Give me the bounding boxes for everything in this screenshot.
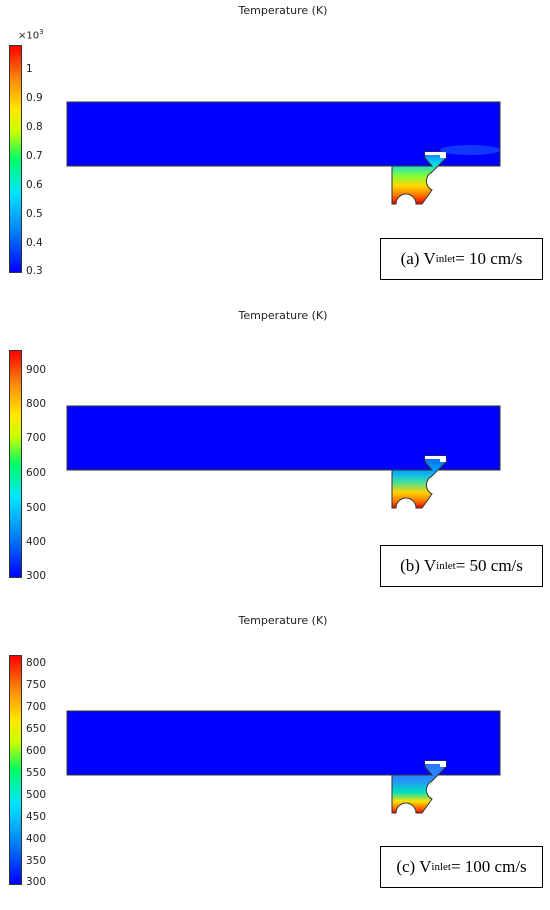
plot-title: Temperature (K) <box>238 309 328 322</box>
colorbar-multiplier: ×103 <box>18 28 44 42</box>
colorbar <box>9 655 22 885</box>
colorbar-tick: 350 <box>26 855 47 867</box>
colorbar-tick: 700 <box>26 701 47 713</box>
colorbar-tick: 0.8 <box>26 121 43 133</box>
colorbar-tick: 0.4 <box>26 237 43 249</box>
colorbar-tick: 600 <box>26 467 47 479</box>
colorbar-tick: 0.6 <box>26 179 43 191</box>
colorbar-tick: 400 <box>26 536 47 548</box>
colorbar-tick: 400 <box>26 833 47 845</box>
colorbar-tick: 300 <box>26 570 47 582</box>
plot-title: Temperature (K) <box>238 4 328 17</box>
colorbar-tick: 1 <box>26 63 33 75</box>
plume <box>440 145 500 155</box>
colorbar-tick: 750 <box>26 679 47 691</box>
colorbar-tick: 0.5 <box>26 208 43 220</box>
colorbar <box>9 350 22 578</box>
inlet-notch <box>425 456 446 462</box>
colorbar-tick: 700 <box>26 432 47 444</box>
inlet-notch <box>425 761 446 767</box>
colorbar-tick: 600 <box>26 745 47 757</box>
colorbar-tick: 0.9 <box>26 92 43 104</box>
colorbar-tick: 0.7 <box>26 150 43 162</box>
heat-sink-fin <box>391 151 447 205</box>
colorbar-tick: 800 <box>26 657 47 669</box>
colorbar-tick: 800 <box>26 398 47 410</box>
panel-a: Temperature (K) ×103 1 0.9 0.8 0.7 0.6 0… <box>0 0 550 300</box>
heat-sink-fin <box>391 455 447 509</box>
colorbar-tick: 500 <box>26 789 47 801</box>
inlet-notch <box>425 152 446 158</box>
colorbar-tick: 0.3 <box>26 265 43 277</box>
panel-b: Temperature (K) 900 800 700 600 500 400 … <box>0 305 550 605</box>
colorbar-tick: 300 <box>26 876 47 888</box>
colorbar-tick: 500 <box>26 502 47 514</box>
colorbar-tick: 450 <box>26 811 47 823</box>
colorbar-tick: 550 <box>26 767 47 779</box>
temperature-field <box>66 710 501 814</box>
temperature-field <box>66 101 501 205</box>
panel-c: Temperature (K) 800 750 700 650 600 550 … <box>0 610 550 910</box>
colorbar-tick: 900 <box>26 364 47 376</box>
colorbar <box>9 45 22 273</box>
heat-sink-fin <box>391 760 447 814</box>
colorbar-tick: 650 <box>26 723 47 735</box>
plot-title: Temperature (K) <box>238 614 328 627</box>
temperature-field <box>66 405 501 509</box>
